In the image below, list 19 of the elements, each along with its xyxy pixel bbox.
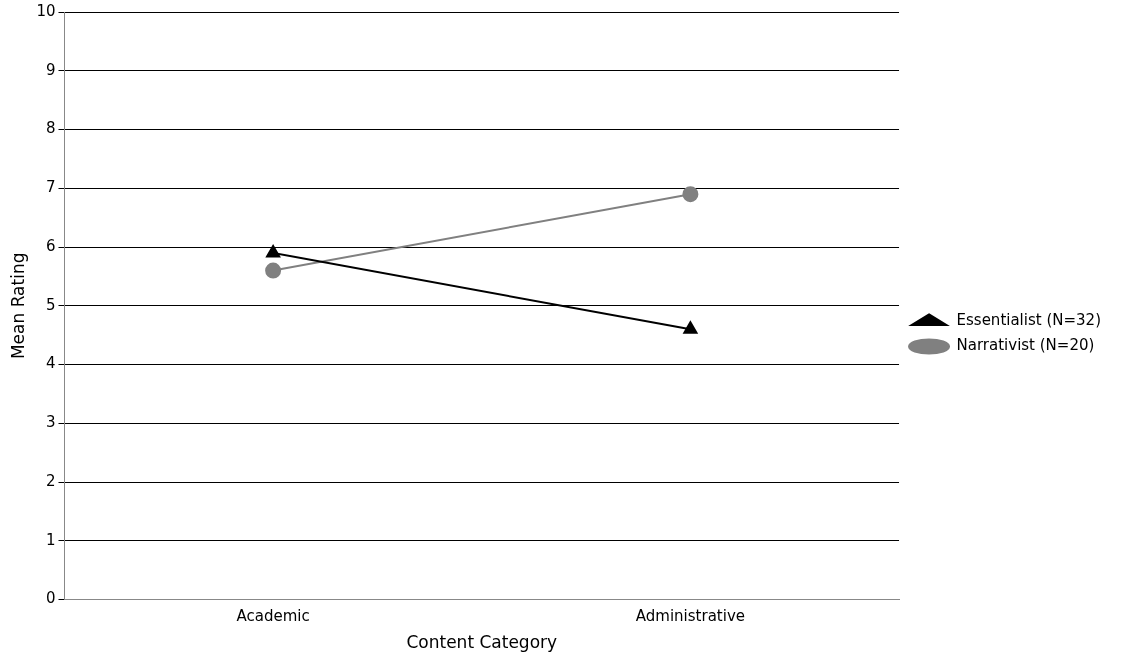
y-tick-label: 8 (45, 119, 56, 138)
y-tick-label: 5 (45, 295, 56, 314)
point (682, 186, 699, 203)
y-tick-label: 3 (45, 413, 56, 432)
y-axis-title: Mean Rating (7, 252, 28, 360)
y-tick-label: 2 (45, 471, 56, 490)
y-tick-label: 6 (45, 236, 56, 255)
y-tick-label: 0 (45, 589, 56, 608)
y-tick-label: 10 (36, 1, 56, 20)
x-axis-title: Content Category (406, 632, 558, 653)
y-tick-label: 4 (45, 354, 56, 373)
y-tick-label: 1 (45, 530, 56, 549)
y-tick-label: 7 (45, 178, 56, 197)
x-tick-label: Academic (236, 607, 310, 626)
point (265, 262, 282, 279)
legend-label: Essentialist (N=32) (956, 311, 1102, 330)
x-tick-label: Administrative (635, 607, 745, 626)
legend-label: Narrativist (N=20) (956, 336, 1095, 355)
y-tick-label: 9 (45, 60, 56, 79)
